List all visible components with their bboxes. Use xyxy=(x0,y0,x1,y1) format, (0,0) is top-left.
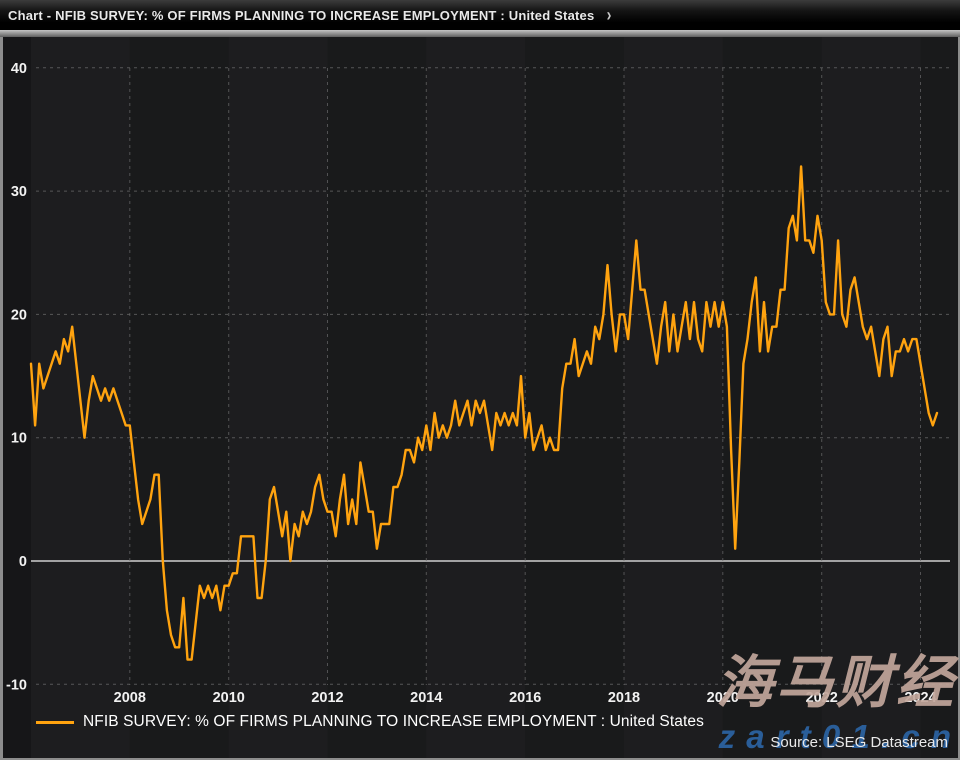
svg-text:10: 10 xyxy=(11,431,27,447)
svg-text:40: 40 xyxy=(11,61,27,77)
svg-text:2014: 2014 xyxy=(410,690,442,706)
svg-text:30: 30 xyxy=(11,184,27,200)
svg-text:2018: 2018 xyxy=(608,690,640,706)
svg-text:0: 0 xyxy=(19,554,27,570)
chevron-right-icon[interactable]: › xyxy=(607,5,612,25)
window-bevel-divider xyxy=(0,30,960,37)
svg-text:2012: 2012 xyxy=(311,690,343,706)
window-title: Chart - NFIB SURVEY: % OF FIRMS PLANNING… xyxy=(8,7,595,23)
svg-text:2024: 2024 xyxy=(904,690,936,706)
legend-label: NFIB SURVEY: % OF FIRMS PLANNING TO INCR… xyxy=(83,713,704,730)
chart-legend: NFIB SURVEY: % OF FIRMS PLANNING TO INCR… xyxy=(36,713,704,731)
svg-text:20: 20 xyxy=(11,307,27,323)
watermark-cn: 海马财经 xyxy=(716,651,956,715)
svg-text:2016: 2016 xyxy=(509,690,541,706)
svg-text:2008: 2008 xyxy=(114,690,146,706)
window-title-bar: Chart - NFIB SURVEY: % OF FIRMS PLANNING… xyxy=(0,0,960,31)
svg-text:2022: 2022 xyxy=(806,690,838,706)
svg-text:2010: 2010 xyxy=(213,690,245,706)
legend-line-swatch xyxy=(36,720,74,724)
chart-panel: 40 30 20 10 0 -10 2008 2010 2012 2014 2016 2018 2020… xyxy=(0,37,960,760)
source-attribution: Source: LSEG Datastream xyxy=(770,734,948,751)
svg-text:2020: 2020 xyxy=(707,690,739,706)
watermark-url: z a r t 0 1 . c n xyxy=(718,718,952,755)
svg-text:-10: -10 xyxy=(6,677,27,693)
